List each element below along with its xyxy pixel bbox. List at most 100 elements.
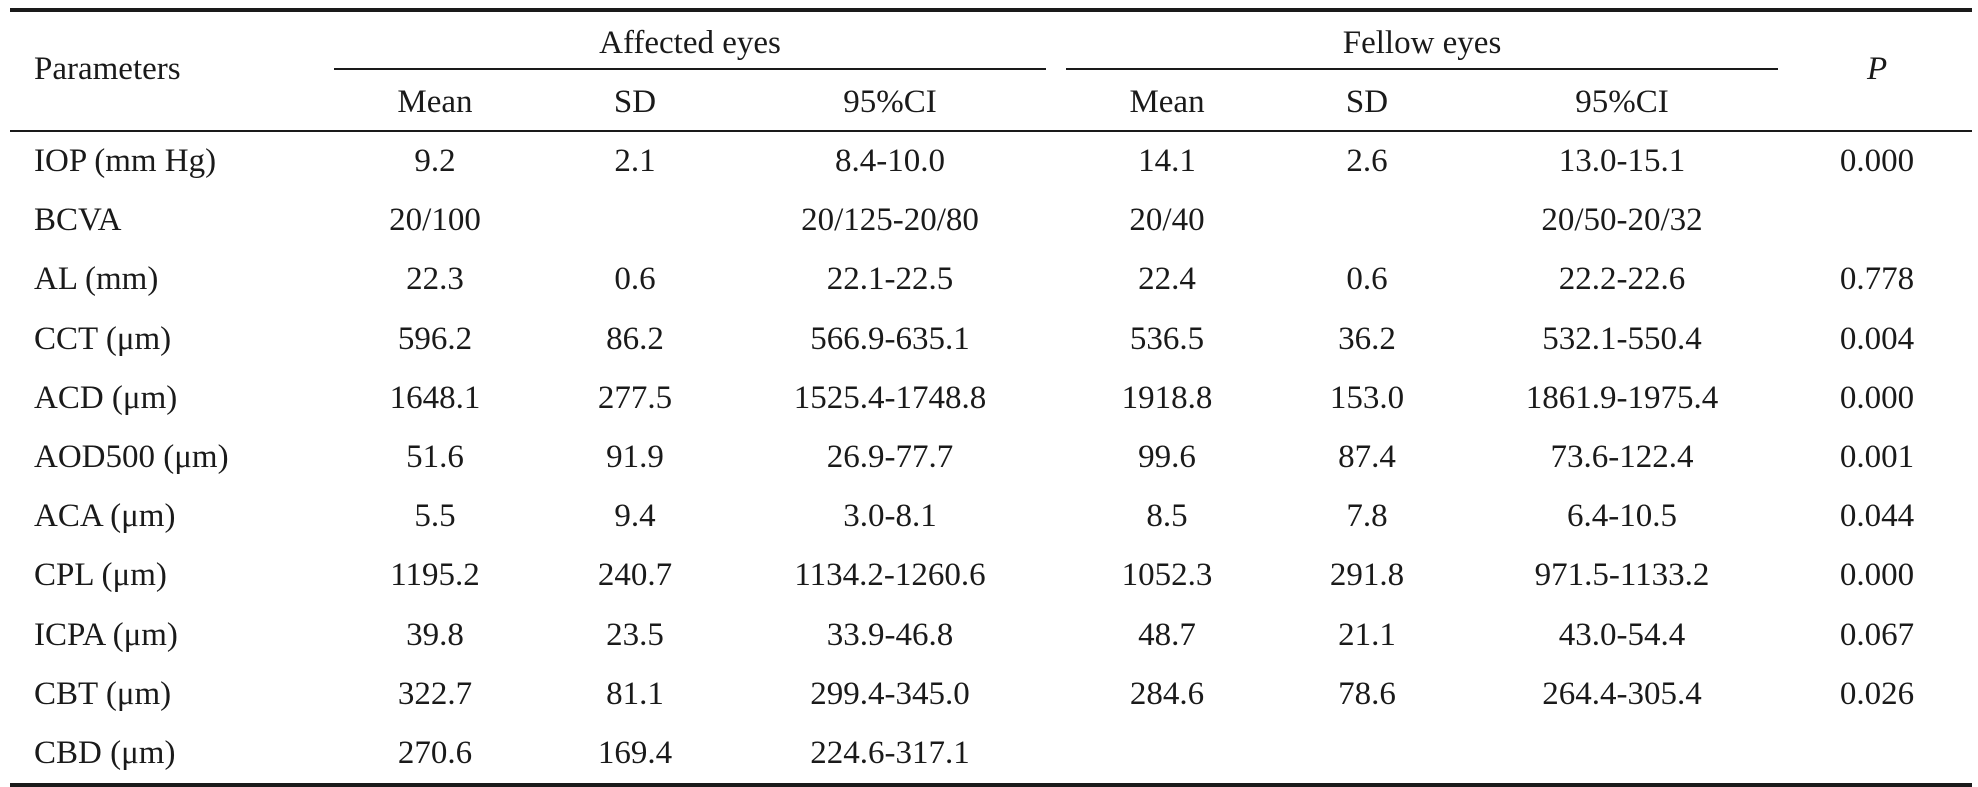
affected-mean-cell: 51.6: [406, 439, 464, 476]
fellow-ci-cell: 73.6-122.4: [1550, 439, 1694, 476]
parameter-cell: BCVA: [34, 202, 122, 239]
fellow-ci-cell: 13.0-15.1: [1558, 143, 1686, 180]
affected-mean-cell: 1195.2: [390, 557, 480, 594]
table-row: ACA (μm) 5.5 9.4 3.0-8.1 8.5 7.8 6.4-10.5 0.044: [10, 487, 1972, 546]
gap-cell: [1050, 310, 1062, 369]
header-gap-sub: [1050, 74, 1063, 132]
parameter-cell: AL (mm): [34, 261, 159, 298]
fellow-mean-cell: 99.6: [1138, 439, 1196, 476]
fellow-ci-cell: 43.0-54.4: [1558, 616, 1686, 653]
p-value-cell: 0.044: [1839, 498, 1915, 535]
header-affected-eyes-label: Affected eyes: [334, 25, 1047, 70]
parameter-cell: ICPA (μm): [34, 616, 178, 653]
table-row: CPL (μm) 1195.2 240.7 1134.2-1260.6 1052.3 29…: [10, 546, 1972, 605]
fellow-ci-cell: 6.4-10.5: [1567, 498, 1678, 535]
affected-mean-cell: 1648.1: [389, 379, 481, 416]
fellow-ci-cell: 22.2-22.6: [1558, 261, 1686, 298]
fellow-sd-cell: [1272, 723, 1463, 787]
fellow-sd-cell: 7.8: [1346, 498, 1388, 535]
p-value-cell: 0.001: [1839, 439, 1915, 476]
affected-mean-cell: 39.8: [406, 616, 464, 653]
fellow-sd-cell: 153.0: [1329, 379, 1405, 416]
table-row: IOP (mm Hg) 9.2 2.1 8.4-10.0 14.1 2.6 13.0-15.…: [10, 131, 1972, 191]
fellow-mean-cell: 20/40: [1129, 202, 1205, 239]
header-fellow-mean: Mean: [1062, 74, 1273, 132]
table-row: ICPA (μm) 39.8 23.5 33.9-46.8 48.7 21.1 43.0-5…: [10, 606, 1972, 665]
affected-mean-cell: 270.6: [330, 723, 540, 787]
affected-sd-cell: [540, 191, 730, 250]
affected-ci-cell: 1134.2-1260.6: [794, 557, 986, 594]
fellow-sd-cell: [1272, 191, 1462, 250]
affected-sd-cell: 2.1: [614, 143, 656, 180]
affected-sd-cell: 86.2: [606, 320, 664, 357]
affected-sd-cell: 81.1: [606, 675, 664, 712]
fellow-mean-cell: 48.7: [1138, 616, 1196, 653]
gap-cell: [1050, 131, 1062, 191]
header-affected-eyes: Affected eyes: [330, 8, 1051, 74]
fellow-mean-cell: 284.6: [1129, 675, 1205, 712]
parameter-cell: AOD500 (μm): [34, 439, 229, 476]
affected-ci-cell: 566.9-635.1: [810, 320, 970, 357]
gap-cell: [1050, 606, 1062, 665]
header-row-sub: Mean SD 95%CI Mean SD 95%CI: [10, 74, 1972, 132]
table-row: AL (mm) 22.3 0.6 22.1-22.5 22.4 0.6 22.2-22.6 0…: [10, 250, 1972, 309]
affected-ci-cell: 20/125-20/80: [801, 202, 979, 239]
parameter-cell: CBD (μm): [10, 723, 330, 787]
p-value-cell: 0.026: [1839, 675, 1915, 712]
parameter-cell: ACD (μm): [34, 379, 178, 416]
data-table: Parameters Affected eyes Fellow eyes P M…: [10, 8, 1973, 787]
fellow-mean-cell: [1062, 723, 1273, 787]
affected-mean-cell: 22.3: [406, 261, 464, 298]
affected-sd-cell: 9.4: [614, 498, 656, 535]
fellow-mean-cell: 536.5: [1129, 320, 1205, 357]
affected-ci-cell: 33.9-46.8: [826, 616, 954, 653]
fellow-sd-cell: 21.1: [1338, 616, 1396, 653]
parameter-cell: CBT (μm): [34, 675, 172, 712]
affected-mean-cell: 9.2: [414, 143, 456, 180]
p-value-cell: 0.778: [1839, 261, 1915, 298]
header-affected-sd: SD: [540, 74, 730, 132]
header-fellow-eyes: Fellow eyes: [1062, 8, 1783, 74]
table-row: CCT (μm) 596.2 86.2 566.9-635.1 536.5 36.2 532…: [10, 310, 1972, 369]
header-gap: [1050, 8, 1063, 74]
fellow-sd-cell: 36.2: [1338, 320, 1396, 357]
fellow-ci-cell: 971.5-1133.2: [1534, 557, 1710, 594]
fellow-sd-cell: 291.8: [1329, 557, 1405, 594]
p-value-cell: 0.004: [1839, 320, 1915, 357]
gap-cell: [1050, 191, 1062, 250]
table-row: CBD (μm) 270.6 169.4 224.6-317.1: [10, 723, 1973, 787]
header-parameters: Parameters: [10, 8, 330, 132]
affected-mean-cell: 596.2: [397, 320, 473, 357]
fellow-ci-cell: 264.4-305.4: [1542, 675, 1702, 712]
table-header: Parameters Affected eyes Fellow eyes P M…: [10, 8, 1973, 132]
p-value-cell: 0.000: [1839, 143, 1915, 180]
gap-cell: [1050, 665, 1062, 724]
fellow-mean-cell: 22.4: [1138, 261, 1196, 298]
gap-cell: [1050, 250, 1062, 309]
gap-cell: [1050, 487, 1062, 546]
affected-ci-cell: 299.4-345.0: [810, 675, 970, 712]
header-row-groups: Parameters Affected eyes Fellow eyes P: [10, 8, 1973, 132]
header-fellow-sd: SD: [1272, 74, 1463, 132]
fellow-sd-cell: 0.6: [1346, 261, 1388, 298]
affected-sd-cell: 169.4: [540, 723, 730, 787]
fellow-mean-cell: 8.5: [1146, 498, 1188, 535]
affected-sd-cell: 0.6: [614, 261, 656, 298]
fellow-ci-cell: 20/50-20/32: [1541, 202, 1703, 239]
affected-mean-cell: 322.7: [397, 675, 473, 712]
table-row: AOD500 (μm) 51.6 91.9 26.9-77.7 99.6 87.4 73.6…: [10, 428, 1972, 487]
fellow-ci-cell: [1462, 723, 1783, 787]
affected-ci-cell: 3.0-8.1: [843, 498, 937, 535]
fellow-sd-cell: 78.6: [1338, 675, 1396, 712]
parameter-cell: ACA (μm): [34, 498, 176, 535]
gap-cell: [1050, 546, 1062, 605]
parameter-cell: CPL (μm): [34, 557, 167, 594]
affected-mean-cell: 20/100: [389, 202, 481, 239]
p-value-cell: [1782, 723, 1973, 787]
header-affected-ci: 95%CI: [730, 74, 1051, 132]
parameter-cell: CCT (μm): [34, 320, 172, 357]
affected-ci-cell: 1525.4-1748.8: [793, 379, 987, 416]
fellow-ci-cell: 1861.9-1975.4: [1525, 379, 1719, 416]
affected-sd-cell: 240.7: [597, 557, 673, 594]
